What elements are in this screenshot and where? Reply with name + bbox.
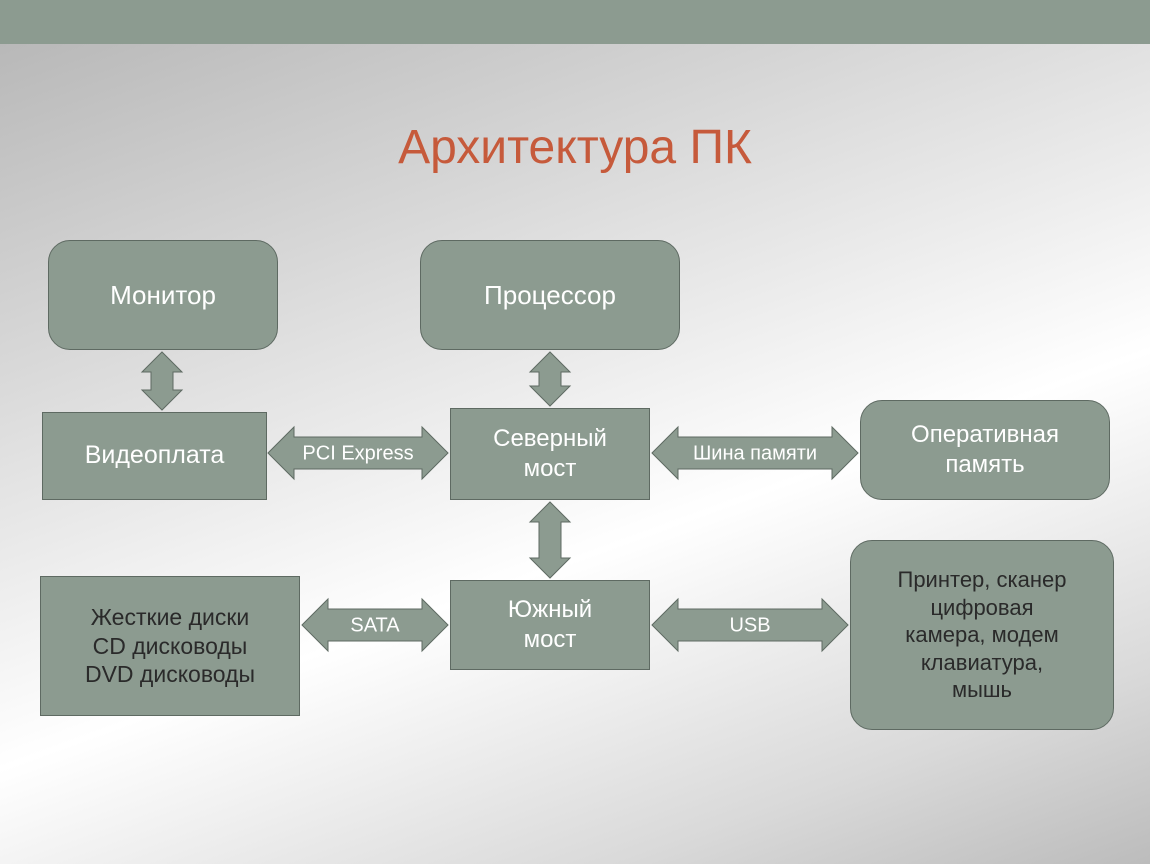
node-southbridge: Южный мост	[450, 580, 650, 670]
arrow-proc_north	[530, 352, 570, 406]
node-processor-label: Процессор	[484, 279, 616, 312]
arrow-south_periph-label: USB	[729, 614, 770, 636]
node-disks: Жесткие диски CD дисководы DVD дисководы	[40, 576, 300, 716]
node-southbridge-label: Южный мост	[508, 595, 592, 655]
arrow-disks_south-label: SATA	[350, 614, 400, 636]
node-video: Видеоплата	[42, 412, 267, 500]
arrow-monitor_video	[142, 352, 182, 410]
arrow-video_north-label: PCI Express	[302, 442, 413, 464]
node-peripherals-label: Принтер, сканер цифровая камера, модем к…	[898, 566, 1067, 704]
arrow-north_south	[530, 502, 570, 578]
node-monitor: Монитор	[48, 240, 278, 350]
node-ram-label: Оперативная память	[911, 420, 1059, 480]
arrow-north_ram-label: Шина памяти	[693, 442, 817, 464]
node-northbridge-label: Северный мост	[493, 424, 607, 484]
node-monitor-label: Монитор	[110, 279, 216, 312]
diagram-stage: Архитектура ПК PCI ExpressШина памятиSAT…	[0, 0, 1150, 864]
node-video-label: Видеоплата	[85, 440, 225, 471]
node-northbridge: Северный мост	[450, 408, 650, 500]
node-ram: Оперативная память	[860, 400, 1110, 500]
node-peripherals: Принтер, сканер цифровая камера, модем к…	[850, 540, 1114, 730]
node-disks-label: Жесткие диски CD дисководы DVD дисководы	[85, 603, 255, 689]
node-processor: Процессор	[420, 240, 680, 350]
